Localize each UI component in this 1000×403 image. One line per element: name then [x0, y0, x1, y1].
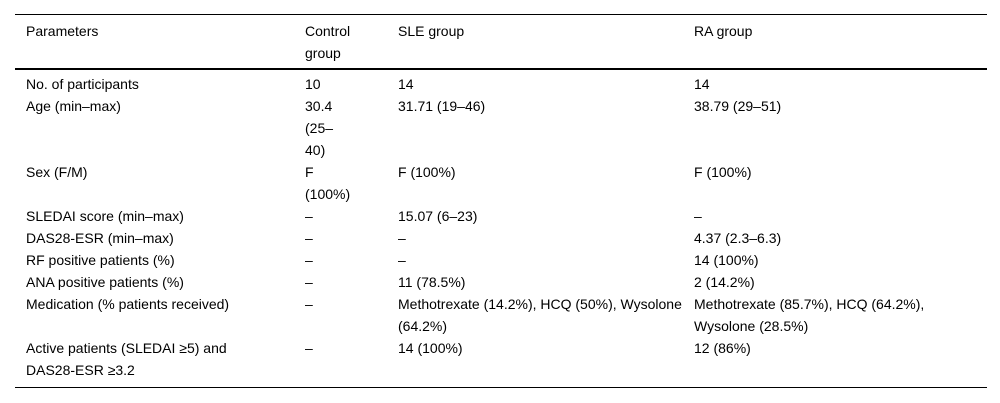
cell-ra-value: Methotrexate (85.7%), HCQ (64.2%), Wysol…: [694, 296, 925, 334]
table-row-das28-esr: DAS28-ESR (min–max) – – 4.37 (2.3–6.3): [15, 227, 987, 249]
cell-parameter: SLEDAI score (min–max): [26, 208, 184, 224]
table-row-sex: Sex (F/M) F (100%) F (100%) F (100%): [15, 161, 987, 205]
cell-control-value: –: [305, 274, 313, 290]
cell-parameter: Active patients (SLEDAI ≥5) and DAS28-ES…: [15, 337, 305, 388]
cell-control-value: –: [305, 252, 313, 268]
cell-ra-value: –: [694, 208, 702, 224]
header-row: Parameters Control group SLE group RA gr…: [15, 14, 987, 70]
table-row-active-patients: Active patients (SLEDAI ≥5) and DAS28-ES…: [15, 337, 987, 388]
cell-ra-value: 14: [694, 76, 710, 92]
column-header-ra-group: RA group: [694, 14, 987, 70]
cell-parameter: Age (min–max): [26, 98, 121, 114]
cell-control-value: –: [305, 296, 313, 312]
cell-control-value: 30.4 (25–40): [305, 98, 334, 158]
column-header-control-group: Control group: [305, 14, 398, 70]
cell-control-value: 10: [305, 76, 321, 92]
cell-parameter: RF positive patients (%): [26, 252, 175, 268]
cell-ra-value: 38.79 (29–51): [694, 98, 782, 114]
cell-parameter: DAS28-ESR (min–max): [26, 230, 174, 246]
cell-sle-value: F (100%): [398, 164, 456, 180]
table-row-rf-positive: RF positive patients (%) – – 14 (100%): [15, 249, 987, 271]
cell-control-value: –: [305, 230, 313, 246]
cell-sle-value: –: [398, 252, 406, 268]
cell-control-value: F (100%): [305, 164, 351, 202]
cell-parameter: Medication (% patients received): [26, 296, 230, 312]
cell-sle-value: 11 (78.5%): [398, 274, 466, 290]
cell-sle-value: 31.71 (19–46): [398, 98, 486, 114]
column-header-parameters: Parameters: [15, 14, 305, 70]
table-row-medication: Medication (% patients received) – Metho…: [15, 293, 987, 337]
table-row-participants: No. of participants 10 14 14: [15, 69, 987, 95]
cell-control-value: –: [305, 208, 313, 224]
table-row-age: Age (min–max) 30.4 (25–40) 31.71 (19–46)…: [15, 95, 987, 161]
cell-sle-value: 15.07 (6–23): [398, 208, 478, 224]
cell-ra-value: F (100%): [694, 164, 752, 180]
cell-sle-value: Methotrexate (14.2%), HCQ (50%), Wysolon…: [398, 296, 682, 334]
table-row-sledai-score: SLEDAI score (min–max) – 15.07 (6–23) –: [15, 205, 987, 227]
cell-parameter: No. of participants: [26, 76, 139, 92]
cell-ra-value: 12 (86%): [694, 337, 987, 388]
participants-demographics-table: Parameters Control group SLE group RA gr…: [15, 14, 987, 388]
cell-sle-value: –: [398, 230, 406, 246]
cell-parameter: Sex (F/M): [26, 164, 88, 180]
cell-control-value: –: [305, 337, 398, 388]
cell-ra-value: 2 (14.2%): [694, 274, 755, 290]
cell-sle-value: 14 (100%): [398, 337, 694, 388]
column-header-sle-group: SLE group: [398, 14, 694, 70]
cell-ra-value: 14 (100%): [694, 252, 759, 268]
cell-parameter: ANA positive patients (%): [26, 274, 184, 290]
cell-ra-value: 4.37 (2.3–6.3): [694, 230, 782, 246]
cell-sle-value: 14: [398, 76, 414, 92]
table-row-ana-positive: ANA positive patients (%) – 11 (78.5%) 2…: [15, 271, 987, 293]
